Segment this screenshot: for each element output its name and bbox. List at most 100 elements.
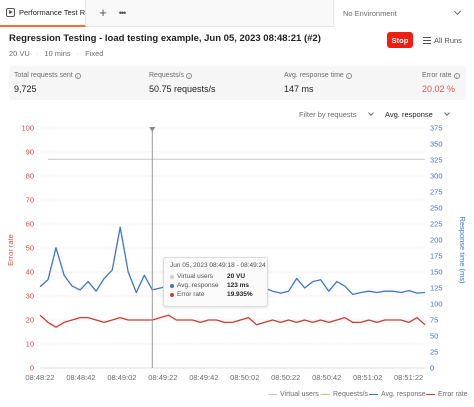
x-axis-tick: 08:50:22 (271, 373, 300, 382)
legend-avg-response[interactable]: Avg. response (369, 391, 426, 398)
tooltip-row: Error rate 19.935% (170, 290, 261, 299)
legend-virtual-users[interactable]: Virtual users (268, 391, 319, 398)
left-axis-tick: 60 (26, 220, 34, 229)
all-runs-label: All Runs (434, 36, 462, 45)
chart-grid (40, 127, 425, 369)
right-axis-tick: 0 (430, 364, 434, 373)
legend-label: Requests/s (333, 391, 369, 398)
x-axis-tick: 08:49:02 (107, 373, 136, 382)
metric-value: 147 ms (284, 84, 314, 94)
right-axis-label: Response time (ms) (458, 216, 467, 284)
right-axis-tick: 25 (430, 348, 438, 357)
x-axis-tick: 08:48:42 (66, 373, 95, 382)
info-icon[interactable]: i (74, 72, 81, 79)
filter-label: Filter by requests (299, 110, 357, 119)
more-tabs-button[interactable]: ••• (118, 8, 126, 18)
right-axis-tick: 325 (430, 156, 443, 165)
left-axis-tick: 90 (26, 148, 34, 157)
tab-label: Performance Test Runner (19, 8, 86, 17)
chevron-down-icon (443, 110, 450, 116)
chart-cursor (149, 127, 156, 368)
left-axis-tick: 80 (26, 172, 34, 181)
right-axis-tick: 125 (430, 284, 443, 293)
right-axis-tick: 300 (430, 172, 443, 181)
load-profile: Fixed (85, 49, 104, 58)
metric-select[interactable]: Avg. response (385, 110, 450, 119)
tooltip-series-value: 19.935% (227, 291, 253, 298)
new-tab-button[interactable]: + (99, 5, 107, 20)
cursor-handle-icon (149, 127, 156, 132)
series-dot (170, 283, 174, 288)
metric-label: Total requests sent (14, 72, 73, 79)
right-axis-tick: 175 (430, 252, 443, 261)
metric-value: 50.75 requests/s (149, 84, 216, 94)
metric-label: Error rate (422, 72, 452, 79)
legend-swatch (426, 393, 435, 396)
legend-label: Avg. response (381, 391, 426, 398)
tooltip-series-name: Error rate (177, 291, 205, 298)
metric-value: 9,725 (14, 84, 37, 94)
legend-requests-per-second[interactable]: Requests/s (321, 391, 368, 398)
right-axis-tick: 350 (430, 140, 443, 149)
right-axis-tick: 225 (430, 220, 443, 229)
metric-select-label: Avg. response (385, 110, 433, 119)
legend-swatch (268, 393, 277, 396)
x-axis-tick: 08:50:02 (230, 373, 259, 382)
tooltip-time: Jun 05, 2023 08:49:18 - 08:49:24 (170, 262, 266, 269)
meta-separator: · (76, 49, 80, 58)
metrics-summary: Total requests sent i 9,725 Requests/s i 5… (9, 66, 466, 100)
legend-swatch (369, 393, 378, 396)
meta-separator: · (35, 49, 39, 58)
stop-button[interactable]: Stop (387, 32, 413, 48)
tooltip-row: Virtual users 20 VU (170, 272, 261, 281)
legend-label: Virtual users (280, 391, 319, 398)
legend-error-rate[interactable]: Error rate (426, 391, 468, 398)
runner-icon (6, 8, 15, 17)
tooltip-series-value: 123 ms (227, 282, 250, 289)
performance-chart[interactable]: 0 10 20 30 40 50 60 70 80 90 100 0 25 50 75 100 125 150 1… (0, 120, 474, 391)
environment-select[interactable]: No Environment (333, 0, 474, 27)
info-icon[interactable]: i (453, 72, 460, 79)
x-axis-tick: 08:48:22 (25, 373, 54, 382)
right-axis-tick: 275 (430, 188, 443, 197)
chart-tooltip: Jun 05, 2023 08:49:18 - 08:49:24 Virtual… (163, 257, 268, 307)
tab-bar: Performance Test Runner + ••• No Environ… (0, 0, 474, 27)
legend-label: Error rate (438, 391, 468, 398)
right-axis-tick: 150 (430, 268, 443, 277)
metric-label: Requests/s (149, 72, 185, 79)
left-axis-tick: 100 (21, 124, 34, 133)
virtual-users-count: 20 VU (9, 49, 30, 58)
left-axis-tick: 30 (26, 292, 34, 301)
info-icon[interactable]: i (186, 72, 193, 79)
left-axis: 0 10 20 30 40 50 60 70 80 90 100 (21, 124, 34, 373)
right-axis-tick: 200 (430, 236, 443, 245)
chevron-down-icon (453, 7, 462, 16)
left-axis-tick: 70 (26, 196, 34, 205)
right-axis-tick: 375 (430, 124, 443, 133)
metric-error-rate: Error rate i 20.02 % (422, 72, 460, 94)
metric-total-requests: Total requests sent i 9,725 (14, 72, 81, 94)
tooltip-series-name: Virtual users (177, 273, 214, 280)
right-axis-tick: 100 (430, 300, 443, 309)
list-icon (423, 37, 431, 44)
right-axis-tick: 75 (430, 316, 438, 325)
left-axis-label: Error rate (6, 234, 15, 266)
metric-avg-response-time: Avg. response time i 147 ms (284, 72, 352, 94)
metric-value: 20.02 % (422, 84, 456, 94)
series-dot (170, 292, 174, 297)
all-runs-button[interactable]: All Runs (423, 36, 462, 45)
x-axis-tick: 08:49:22 (148, 373, 177, 382)
info-icon[interactable]: i (345, 72, 352, 79)
series-dot (170, 274, 174, 279)
tab-performance-test-runner[interactable]: Performance Test Runner (0, 0, 86, 27)
series-line-error-rate (39, 314, 426, 328)
tooltip-series-value: 20 VU (227, 273, 246, 280)
right-axis-tick: 250 (430, 204, 443, 213)
filter-by-requests-select[interactable]: Filter by requests (299, 110, 374, 119)
left-axis-tick: 20 (26, 316, 34, 325)
x-axis-tick: 08:50:42 (312, 373, 341, 382)
tooltip-row: Avg. response 123 ms (170, 281, 261, 290)
right-axis-tick: 50 (430, 332, 438, 341)
test-duration: 10 mins (44, 49, 71, 58)
chevron-down-icon (367, 110, 374, 116)
